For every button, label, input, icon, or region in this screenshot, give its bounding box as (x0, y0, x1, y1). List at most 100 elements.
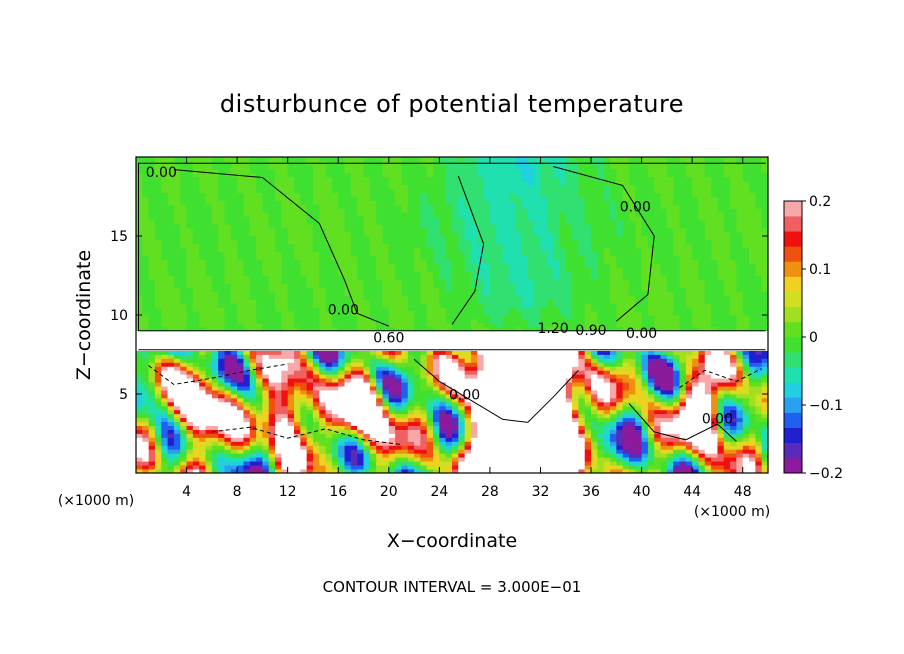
heatmap-cell (376, 322, 383, 328)
heatmap-cell (218, 437, 225, 442)
heatmap-cell (736, 362, 744, 367)
heatmap-cell (388, 303, 396, 308)
heatmap-cell (489, 374, 497, 379)
heatmap-cell (407, 457, 415, 462)
heatmap-cell (553, 354, 560, 359)
heatmap-cell (218, 358, 225, 363)
heatmap-cell (173, 299, 181, 304)
heatmap-cell (192, 283, 200, 288)
heatmap-cell (325, 445, 333, 450)
heatmap-cell (616, 354, 624, 359)
heatmap-cell (546, 322, 554, 328)
heatmap-cell (692, 354, 699, 359)
heatmap-cell (660, 386, 668, 391)
heatmap-cell (521, 350, 529, 355)
heatmap-cell (148, 338, 156, 344)
heatmap-cell (325, 437, 333, 442)
heatmap-cell (142, 382, 150, 387)
heatmap-cell (717, 307, 725, 312)
heatmap-cell (407, 378, 415, 383)
heatmap-cell (603, 318, 611, 324)
heatmap-cell (218, 287, 225, 292)
heatmap-cell (610, 275, 617, 280)
heatmap-cell (275, 401, 282, 407)
heatmap-cell (546, 386, 554, 391)
heatmap-cell (369, 315, 377, 320)
heatmap-cell (420, 421, 428, 426)
heatmap-cell (452, 397, 459, 403)
heatmap-cell (414, 457, 421, 462)
heatmap-cell (420, 338, 428, 344)
heatmap-cell (603, 315, 611, 320)
heatmap-cell (572, 461, 579, 466)
heatmap-cell (508, 445, 516, 450)
heatmap-cell (553, 342, 560, 347)
heatmap-cell (565, 299, 573, 304)
heatmap-cell (433, 401, 440, 407)
heatmap-cell (622, 346, 630, 351)
heatmap-cell (218, 303, 225, 308)
heatmap-cell (508, 433, 516, 438)
heatmap-cell (420, 283, 428, 288)
heatmap-cell (243, 303, 251, 308)
heatmap-cell (736, 437, 744, 442)
heatmap-cell (559, 346, 567, 351)
heatmap-cell (534, 283, 541, 288)
heatmap-cell (154, 295, 162, 300)
heatmap-cell (186, 354, 194, 359)
heatmap-cell (376, 283, 383, 288)
heatmap-cell (761, 405, 768, 411)
heatmap-cell (597, 358, 605, 363)
heatmap-cell (439, 346, 447, 351)
heatmap-cell (426, 315, 434, 320)
heatmap-cell (742, 322, 750, 328)
heatmap-cell (420, 358, 428, 363)
heatmap-cell (376, 342, 383, 347)
heatmap-cell (281, 370, 289, 375)
heatmap-cell (249, 311, 257, 316)
heatmap-cell (597, 445, 605, 450)
heatmap-cell (275, 421, 282, 426)
heatmap-cell (698, 378, 706, 383)
heatmap-cell (237, 413, 244, 419)
heatmap-cell (654, 334, 661, 340)
heatmap-cell (679, 370, 687, 375)
heatmap-cell (654, 425, 661, 430)
heatmap-cell (249, 299, 257, 304)
heatmap-cell (635, 318, 642, 324)
heatmap-cell (281, 334, 289, 340)
heatmap-cell (180, 287, 187, 292)
heatmap-cell (243, 358, 251, 363)
heatmap-cell (534, 303, 541, 308)
heatmap-cell (698, 295, 706, 300)
heatmap-cell (692, 275, 699, 280)
heatmap-cell (161, 322, 168, 328)
heatmap-cell (553, 299, 560, 304)
heatmap-cell (363, 311, 371, 316)
heatmap-cell (458, 322, 466, 328)
heatmap-cell (742, 362, 750, 367)
heatmap-cell (331, 461, 339, 466)
heatmap-cell (521, 397, 529, 403)
heatmap-cell (502, 453, 510, 458)
heatmap-cell (477, 366, 484, 371)
heatmap-cell (641, 394, 649, 399)
heatmap-cell (433, 378, 440, 383)
heatmap-cell (319, 382, 326, 387)
heatmap-cell (338, 374, 345, 379)
heatmap-cell (224, 394, 232, 399)
heatmap-cell (742, 338, 750, 344)
heatmap-cell (521, 382, 529, 387)
heatmap-cell (237, 437, 244, 442)
heatmap-cell (426, 390, 434, 395)
heatmap-cell (395, 449, 402, 454)
heatmap-cell (660, 390, 668, 395)
heatmap-cell (553, 397, 560, 403)
heatmap-cell (565, 405, 573, 411)
heatmap-cell (603, 370, 611, 375)
heatmap-cell (433, 437, 440, 442)
heatmap-cell (540, 465, 548, 470)
heatmap-cell (597, 405, 605, 411)
heatmap-cell (388, 457, 396, 462)
heatmap-cell (508, 287, 516, 292)
